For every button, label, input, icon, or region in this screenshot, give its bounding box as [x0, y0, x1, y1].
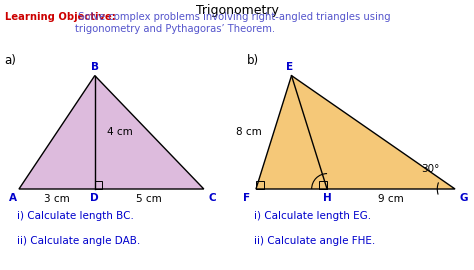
Text: D: D [91, 193, 99, 203]
Text: i) Calculate length BC.: i) Calculate length BC. [17, 211, 134, 221]
Text: Trigonometry: Trigonometry [196, 4, 278, 17]
Text: 30°: 30° [421, 164, 439, 174]
Text: 9 cm: 9 cm [378, 194, 404, 204]
Text: a): a) [5, 54, 17, 67]
Text: 5 cm: 5 cm [137, 194, 162, 204]
Text: ii) Calculate angle DAB.: ii) Calculate angle DAB. [17, 236, 140, 246]
Text: 8 cm: 8 cm [236, 127, 262, 137]
Text: H: H [323, 193, 331, 203]
Text: B: B [91, 62, 99, 72]
Polygon shape [256, 76, 455, 189]
Text: Solve complex problems involving right-angled triangles using
trigonometry and P: Solve complex problems involving right-a… [75, 12, 391, 34]
Text: Learning Objective:: Learning Objective: [5, 12, 116, 22]
Text: 3 cm: 3 cm [44, 194, 70, 204]
Text: 4 cm: 4 cm [107, 127, 132, 137]
Text: F: F [243, 193, 250, 203]
Polygon shape [19, 76, 204, 189]
Text: A: A [9, 193, 17, 203]
Bar [256, 181, 264, 189]
Text: C: C [209, 193, 216, 203]
Bar [95, 181, 102, 189]
Text: b): b) [246, 54, 259, 67]
Text: ii) Calculate angle FHE.: ii) Calculate angle FHE. [254, 236, 375, 246]
Bar [319, 181, 327, 189]
Text: G: G [460, 193, 468, 203]
Text: E: E [285, 62, 293, 72]
Text: i) Calculate length EG.: i) Calculate length EG. [254, 211, 371, 221]
